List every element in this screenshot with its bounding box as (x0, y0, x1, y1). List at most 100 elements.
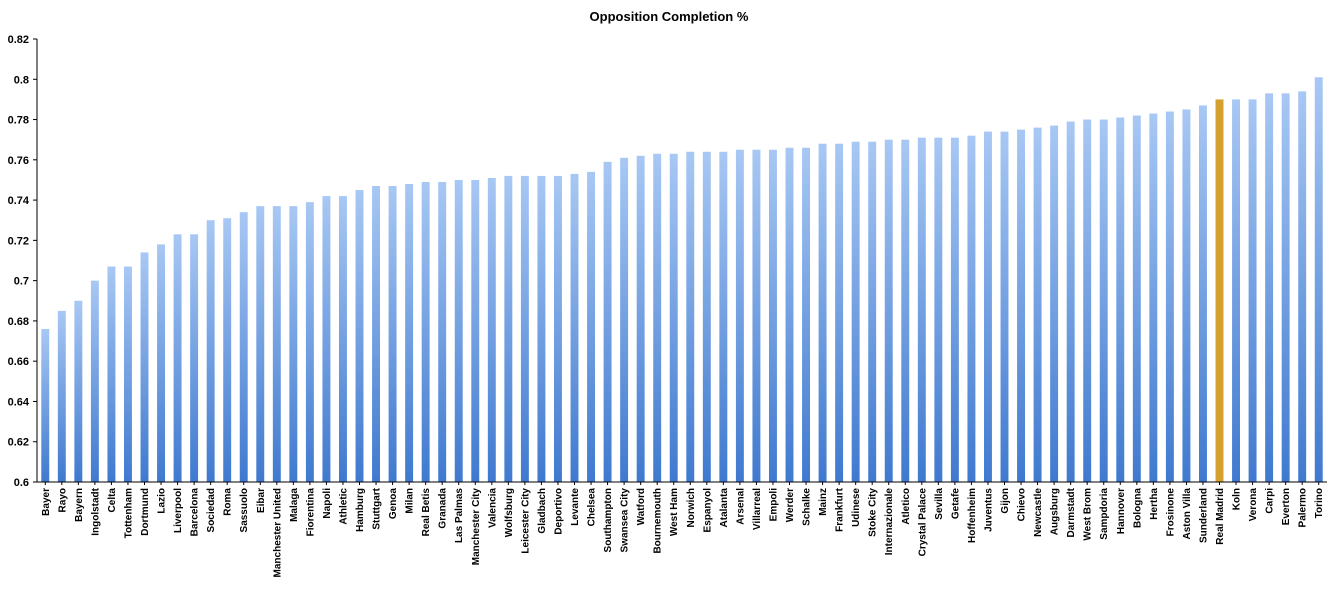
bar (802, 147, 811, 482)
x-tick-label: Barcelona (190, 488, 201, 537)
bar (851, 141, 860, 483)
bar (768, 149, 777, 482)
bar (372, 185, 381, 482)
bar (1149, 113, 1158, 482)
x-tick-label: Norwich (686, 488, 697, 527)
bar (653, 153, 662, 482)
x-tick-label: Tottenham (123, 488, 134, 538)
bar (835, 143, 844, 482)
x-tick-label: Atletico (901, 488, 912, 525)
x-tick-label: Manchester City (471, 488, 482, 566)
x-tick-label: Koln (1232, 488, 1243, 510)
bar (785, 147, 794, 482)
bar (1017, 129, 1026, 482)
x-tick-label: Verona (1248, 488, 1259, 522)
x-tick-label: Fiorentina (305, 488, 316, 537)
x-tick-label: Las Palmas (454, 488, 465, 543)
x-tick-label: Dortmund (140, 488, 151, 536)
x-tick-label: Chelsea (587, 488, 598, 527)
y-tick-label: 0.7 (14, 276, 29, 288)
bar (950, 137, 959, 482)
x-tick-label: Sunderland (1198, 488, 1209, 543)
bar (504, 175, 513, 482)
bar (1232, 99, 1241, 482)
bar (884, 139, 893, 482)
bar (1314, 77, 1323, 482)
x-tick-label: Internazionale (884, 488, 895, 556)
x-tick-label: Ingolstadt (90, 487, 101, 535)
bar (1000, 131, 1009, 483)
y-tick-label: 0.66 (8, 356, 29, 368)
x-tick-label: Bournemouth (653, 488, 664, 554)
bar (686, 151, 695, 482)
bar (206, 220, 215, 482)
x-tick-label: Genoa (388, 488, 399, 520)
x-tick-label: Newcastle (1033, 488, 1044, 537)
bar (322, 196, 331, 482)
bar-highlighted (1215, 99, 1224, 482)
bar (438, 181, 447, 482)
bar (702, 151, 711, 482)
x-tick-label: Sociedad (206, 488, 217, 532)
bar (983, 131, 992, 483)
bar (305, 202, 314, 482)
x-tick-label: Mainz (818, 488, 829, 516)
x-tick-label: Stuttgart (372, 487, 383, 529)
x-tick-label: Bayer (41, 488, 52, 516)
y-tick-label: 0.76 (8, 155, 29, 167)
x-tick-label: Gijon (1000, 488, 1011, 514)
x-tick-label: Darmstadt (1066, 487, 1077, 537)
bar (454, 179, 463, 483)
bar (868, 141, 877, 483)
bar (90, 280, 99, 482)
bar (405, 183, 414, 482)
y-tick-label: 0.62 (8, 437, 29, 449)
x-tick-label: Werder (785, 488, 796, 522)
bar (157, 244, 166, 482)
bar (735, 149, 744, 482)
x-tick-label: West Brom (1083, 488, 1094, 541)
bars-group (41, 77, 1323, 483)
x-tick-label: Chievo (1017, 488, 1028, 521)
bar (256, 206, 265, 482)
x-tick-label: Real Betis (421, 488, 432, 537)
bar (388, 185, 397, 482)
x-tick-label: Granada (438, 488, 449, 529)
bar (1265, 93, 1274, 483)
bar (107, 266, 116, 482)
x-tick-label: Empoli (768, 488, 779, 522)
x-tick-label: Frosinone (1165, 488, 1176, 537)
bar (123, 266, 132, 482)
x-tick-label: Bologna (1132, 488, 1143, 528)
bar (140, 252, 149, 482)
bar (1083, 119, 1092, 482)
bar (1066, 121, 1075, 483)
x-tick-label: Napoli (322, 488, 333, 519)
y-tick-label: 0.78 (8, 115, 29, 127)
y-tick-label: 0.8 (14, 74, 29, 86)
x-tick-label: Valencia (487, 488, 498, 528)
x-tick-label: Southampton (603, 488, 614, 552)
bar (190, 234, 199, 482)
x-tick-label: Real Madrid (1215, 488, 1226, 545)
x-tick-label: West Ham (669, 488, 680, 536)
x-tick-label: Udinese (851, 488, 862, 527)
x-tick-label: Juventus (983, 488, 994, 532)
x-tick-label: Sevilla (934, 488, 945, 520)
bar (289, 206, 298, 482)
x-tick-label: Manchester United (272, 488, 283, 577)
x-tick-label: Carpi (1265, 488, 1276, 514)
bar (967, 135, 976, 482)
bar (901, 139, 910, 482)
bar (719, 151, 728, 482)
bar (338, 196, 347, 482)
bar (1132, 115, 1141, 482)
bar (1182, 109, 1191, 483)
x-tick-label: Athletic (338, 488, 349, 525)
x-tick-label: Bayern (74, 488, 85, 522)
bar (537, 175, 546, 482)
bar (57, 310, 66, 482)
x-tick-label: Celta (107, 488, 118, 513)
bar (1050, 125, 1059, 482)
